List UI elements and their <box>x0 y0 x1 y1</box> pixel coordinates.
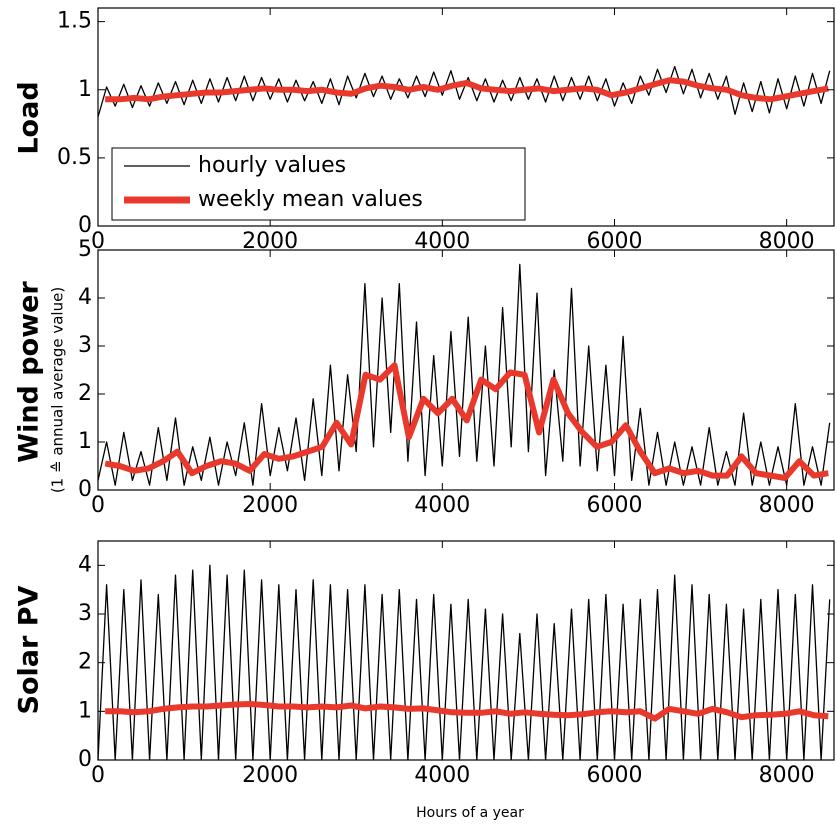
shared-y-label: (1 ≙ annual average value) <box>49 287 67 493</box>
y-tick-label: 1 <box>78 429 92 454</box>
weekly-line <box>104 362 829 481</box>
x-tick-label: 6000 <box>586 763 642 788</box>
x-tick-label: 2000 <box>242 763 298 788</box>
hourly-line <box>97 263 831 486</box>
x-tick-label: 0 <box>91 493 105 518</box>
y-tick-label: 0 <box>78 213 92 238</box>
legend-label: weekly mean values <box>198 187 423 212</box>
plot-frame <box>97 540 835 761</box>
y-tick-label: 5 <box>78 237 92 262</box>
x-tick-label: 0 <box>91 763 105 788</box>
y-axis-label: Wind power <box>14 281 45 463</box>
y-tick-label: 2 <box>78 650 92 675</box>
weekly-line <box>105 77 829 103</box>
x-tick-label: 6000 <box>586 493 642 518</box>
x-tick-label: 4000 <box>414 493 470 518</box>
y-tick-label: 1.5 <box>57 9 92 34</box>
x-tick-label: 8000 <box>759 763 815 788</box>
y-tick-label: 2 <box>78 381 92 406</box>
plot-frame <box>97 7 835 227</box>
y-tick-label: 1 <box>78 77 92 102</box>
hourly-line <box>97 65 831 118</box>
plot-frame <box>97 249 835 491</box>
hourly-line <box>97 564 831 761</box>
y-axis-label: Load <box>14 81 45 154</box>
y-tick-label: 3 <box>78 601 92 626</box>
y-tick-label: 1 <box>78 698 92 723</box>
y-tick-label: 4 <box>78 552 92 577</box>
y-tick-label: 0.5 <box>57 145 92 170</box>
y-tick-label: 4 <box>78 285 92 310</box>
y-axis-label: Solar PV <box>14 585 45 714</box>
legend: hourly values weekly mean values <box>111 147 526 221</box>
legend-box <box>111 147 526 221</box>
x-axis-label: Hours of a year <box>416 805 524 821</box>
x-tick-label: 2000 <box>242 493 298 518</box>
weekly-line <box>105 701 829 722</box>
x-tick-label: 4000 <box>414 763 470 788</box>
y-tick-label: 0 <box>78 747 92 772</box>
legend-label: hourly values <box>198 153 346 178</box>
x-tick-label: 0 <box>91 229 105 254</box>
y-tick-label: 3 <box>78 333 92 358</box>
y-tick-label: 0 <box>78 477 92 502</box>
x-tick-label: 8000 <box>759 493 815 518</box>
